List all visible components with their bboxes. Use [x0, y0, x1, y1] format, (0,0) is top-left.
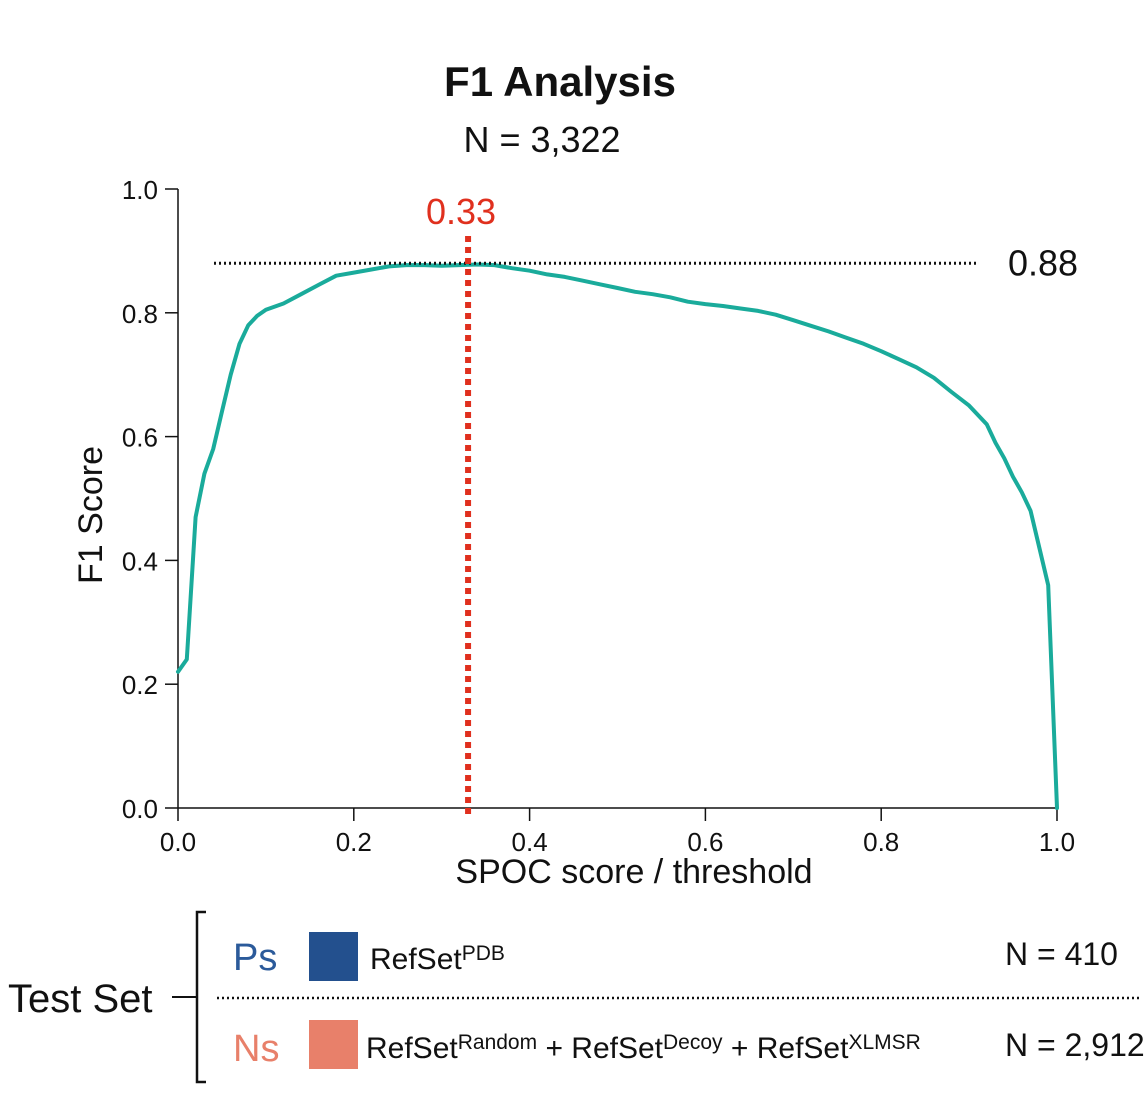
x-tick-label: 0.2 [336, 827, 372, 857]
x-tick-label: 0.0 [160, 827, 196, 857]
legend-name-superscript: PDB [462, 942, 505, 965]
y-tick-label: 0.0 [122, 794, 158, 824]
legend-positive-count: N = 410 [1005, 936, 1118, 972]
legend: Test Set Ps RefSetPDB N = 410 Ns RefSetR… [8, 910, 1145, 1084]
y-tick-label: 1.0 [122, 175, 158, 205]
x-tick-label: 0.8 [863, 827, 899, 857]
legend-positive-tag: Ps [233, 937, 277, 979]
legend-group-label: Test Set [8, 977, 153, 1021]
plot-area: 0.88 0.33 [176, 191, 1078, 814]
x-tick-label: 0.6 [687, 827, 723, 857]
y-tick-label: 0.2 [122, 670, 158, 700]
legend-name-superscript: XLMSR [848, 1031, 920, 1054]
f1-curve [176, 262, 1059, 810]
legend-negative-swatch [309, 1020, 358, 1069]
legend-positive-swatch [309, 932, 358, 981]
legend-name-text: + RefSet [723, 1032, 850, 1065]
y-tick-label: 0.8 [122, 299, 158, 329]
axes: 0.0 0.2 0.4 0.6 0.8 1.0 0.0 0.2 0.4 0.6 0.8 1.0 [122, 175, 1075, 857]
chart-subtitle: N = 3,322 [463, 119, 620, 160]
legend-name-text: + RefSet [537, 1032, 664, 1065]
legend-negative-count: N = 2,912 [1005, 1027, 1145, 1063]
x-tick-label: 1.0 [1039, 827, 1075, 857]
x-axis-label: SPOC score / threshold [455, 853, 812, 891]
legend-name-text: RefSet [370, 943, 462, 976]
legend-name-superscript: Decoy [663, 1031, 723, 1054]
legend-name-superscript: Random [458, 1031, 537, 1054]
best-threshold-label: 0.33 [426, 191, 496, 232]
y-tick-label: 0.4 [122, 546, 158, 576]
legend-positive-name: RefSetPDB [370, 942, 505, 976]
max-f1-label: 0.88 [1008, 242, 1078, 283]
x-tick-label: 0.4 [512, 827, 548, 857]
chart-title: F1 Analysis [444, 58, 676, 105]
legend-bracket [195, 910, 206, 1084]
legend-negative-name: RefSetRandom + RefSetDecoy + RefSetXLMSR [366, 1031, 921, 1065]
y-axis-label: F1 Score [72, 446, 110, 584]
legend-negative-tag: Ns [233, 1028, 279, 1070]
legend-name-text: RefSet [366, 1032, 458, 1065]
y-tick-label: 0.6 [122, 423, 158, 453]
